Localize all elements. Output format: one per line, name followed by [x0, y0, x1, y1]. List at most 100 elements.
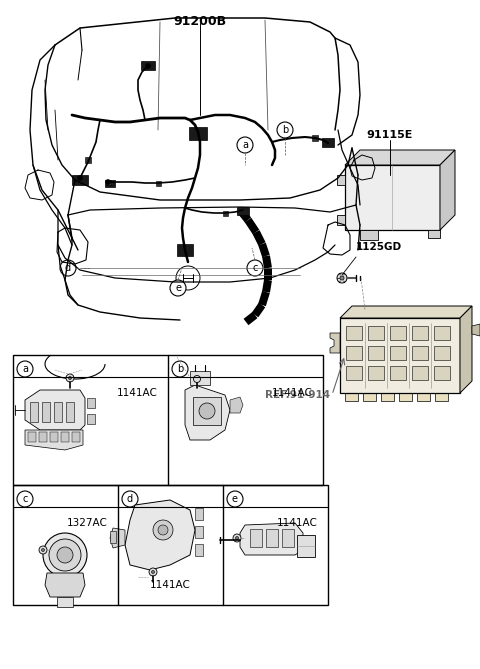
- Text: 91115E: 91115E: [367, 130, 413, 140]
- Bar: [417, 393, 430, 401]
- Circle shape: [41, 549, 45, 551]
- Polygon shape: [460, 306, 472, 393]
- Text: 1141AC: 1141AC: [150, 580, 191, 590]
- Bar: [435, 393, 448, 401]
- Polygon shape: [472, 324, 480, 336]
- Bar: [282, 529, 294, 547]
- Bar: [110, 531, 116, 543]
- Text: d: d: [65, 263, 71, 273]
- Bar: [50, 432, 58, 442]
- Text: 1327AC: 1327AC: [67, 518, 108, 528]
- Polygon shape: [110, 528, 125, 548]
- Bar: [105, 179, 115, 187]
- Bar: [30, 402, 38, 422]
- Bar: [195, 508, 203, 520]
- Polygon shape: [345, 150, 455, 165]
- Bar: [412, 366, 428, 380]
- Bar: [250, 529, 262, 547]
- Circle shape: [236, 537, 239, 539]
- Circle shape: [247, 260, 263, 276]
- Bar: [363, 393, 376, 401]
- Bar: [141, 60, 155, 70]
- Bar: [28, 432, 36, 442]
- Circle shape: [57, 547, 73, 563]
- Circle shape: [17, 361, 33, 377]
- Circle shape: [340, 276, 344, 280]
- Circle shape: [39, 546, 47, 554]
- Circle shape: [152, 571, 155, 573]
- Bar: [195, 526, 203, 538]
- Bar: [337, 175, 345, 185]
- Bar: [322, 138, 334, 147]
- Bar: [345, 393, 358, 401]
- Polygon shape: [258, 243, 270, 258]
- Circle shape: [17, 491, 33, 507]
- Circle shape: [43, 533, 87, 577]
- Text: 1141AC: 1141AC: [272, 388, 313, 398]
- Bar: [381, 393, 394, 401]
- Text: a: a: [22, 364, 28, 374]
- Text: b: b: [177, 364, 183, 374]
- Circle shape: [69, 377, 72, 379]
- Polygon shape: [330, 333, 340, 353]
- Polygon shape: [240, 523, 303, 555]
- Circle shape: [149, 568, 157, 576]
- Polygon shape: [262, 256, 272, 269]
- Circle shape: [193, 375, 201, 383]
- Bar: [346, 346, 362, 360]
- Bar: [85, 157, 91, 163]
- Polygon shape: [340, 306, 472, 318]
- Bar: [266, 529, 278, 547]
- Bar: [39, 432, 47, 442]
- Bar: [223, 211, 228, 215]
- Bar: [72, 175, 88, 185]
- Polygon shape: [185, 385, 230, 440]
- Bar: [156, 181, 160, 185]
- Polygon shape: [190, 371, 210, 385]
- Text: e: e: [232, 494, 238, 504]
- Polygon shape: [440, 150, 455, 230]
- Bar: [399, 393, 412, 401]
- Bar: [189, 126, 207, 140]
- Circle shape: [145, 64, 151, 68]
- Text: 1125GD: 1125GD: [356, 242, 402, 252]
- Bar: [72, 432, 80, 442]
- Bar: [61, 432, 69, 442]
- Polygon shape: [243, 312, 257, 325]
- Bar: [57, 597, 73, 607]
- Bar: [340, 318, 460, 393]
- Bar: [345, 165, 440, 230]
- Bar: [368, 366, 384, 380]
- Bar: [434, 366, 450, 380]
- Bar: [13, 355, 323, 485]
- Bar: [66, 402, 74, 422]
- Polygon shape: [230, 397, 243, 413]
- Circle shape: [199, 403, 215, 419]
- Bar: [434, 346, 450, 360]
- Circle shape: [337, 273, 347, 283]
- Text: REF.91-914: REF.91-914: [265, 390, 330, 400]
- Bar: [412, 346, 428, 360]
- Bar: [87, 414, 95, 424]
- Bar: [106, 179, 110, 185]
- Text: c: c: [22, 494, 28, 504]
- Bar: [297, 535, 315, 557]
- Text: 1141AC: 1141AC: [277, 518, 318, 528]
- Circle shape: [158, 525, 168, 535]
- Circle shape: [106, 179, 110, 185]
- Text: 1141AC: 1141AC: [117, 388, 158, 398]
- Circle shape: [233, 534, 241, 542]
- Polygon shape: [25, 390, 85, 430]
- Bar: [42, 402, 50, 422]
- Circle shape: [170, 280, 186, 296]
- Polygon shape: [258, 291, 270, 306]
- Bar: [390, 346, 406, 360]
- Bar: [390, 366, 406, 380]
- Bar: [195, 544, 203, 556]
- Bar: [368, 326, 384, 340]
- Bar: [428, 230, 440, 238]
- Bar: [346, 366, 362, 380]
- Circle shape: [153, 520, 173, 540]
- Bar: [346, 326, 362, 340]
- Text: d: d: [127, 494, 133, 504]
